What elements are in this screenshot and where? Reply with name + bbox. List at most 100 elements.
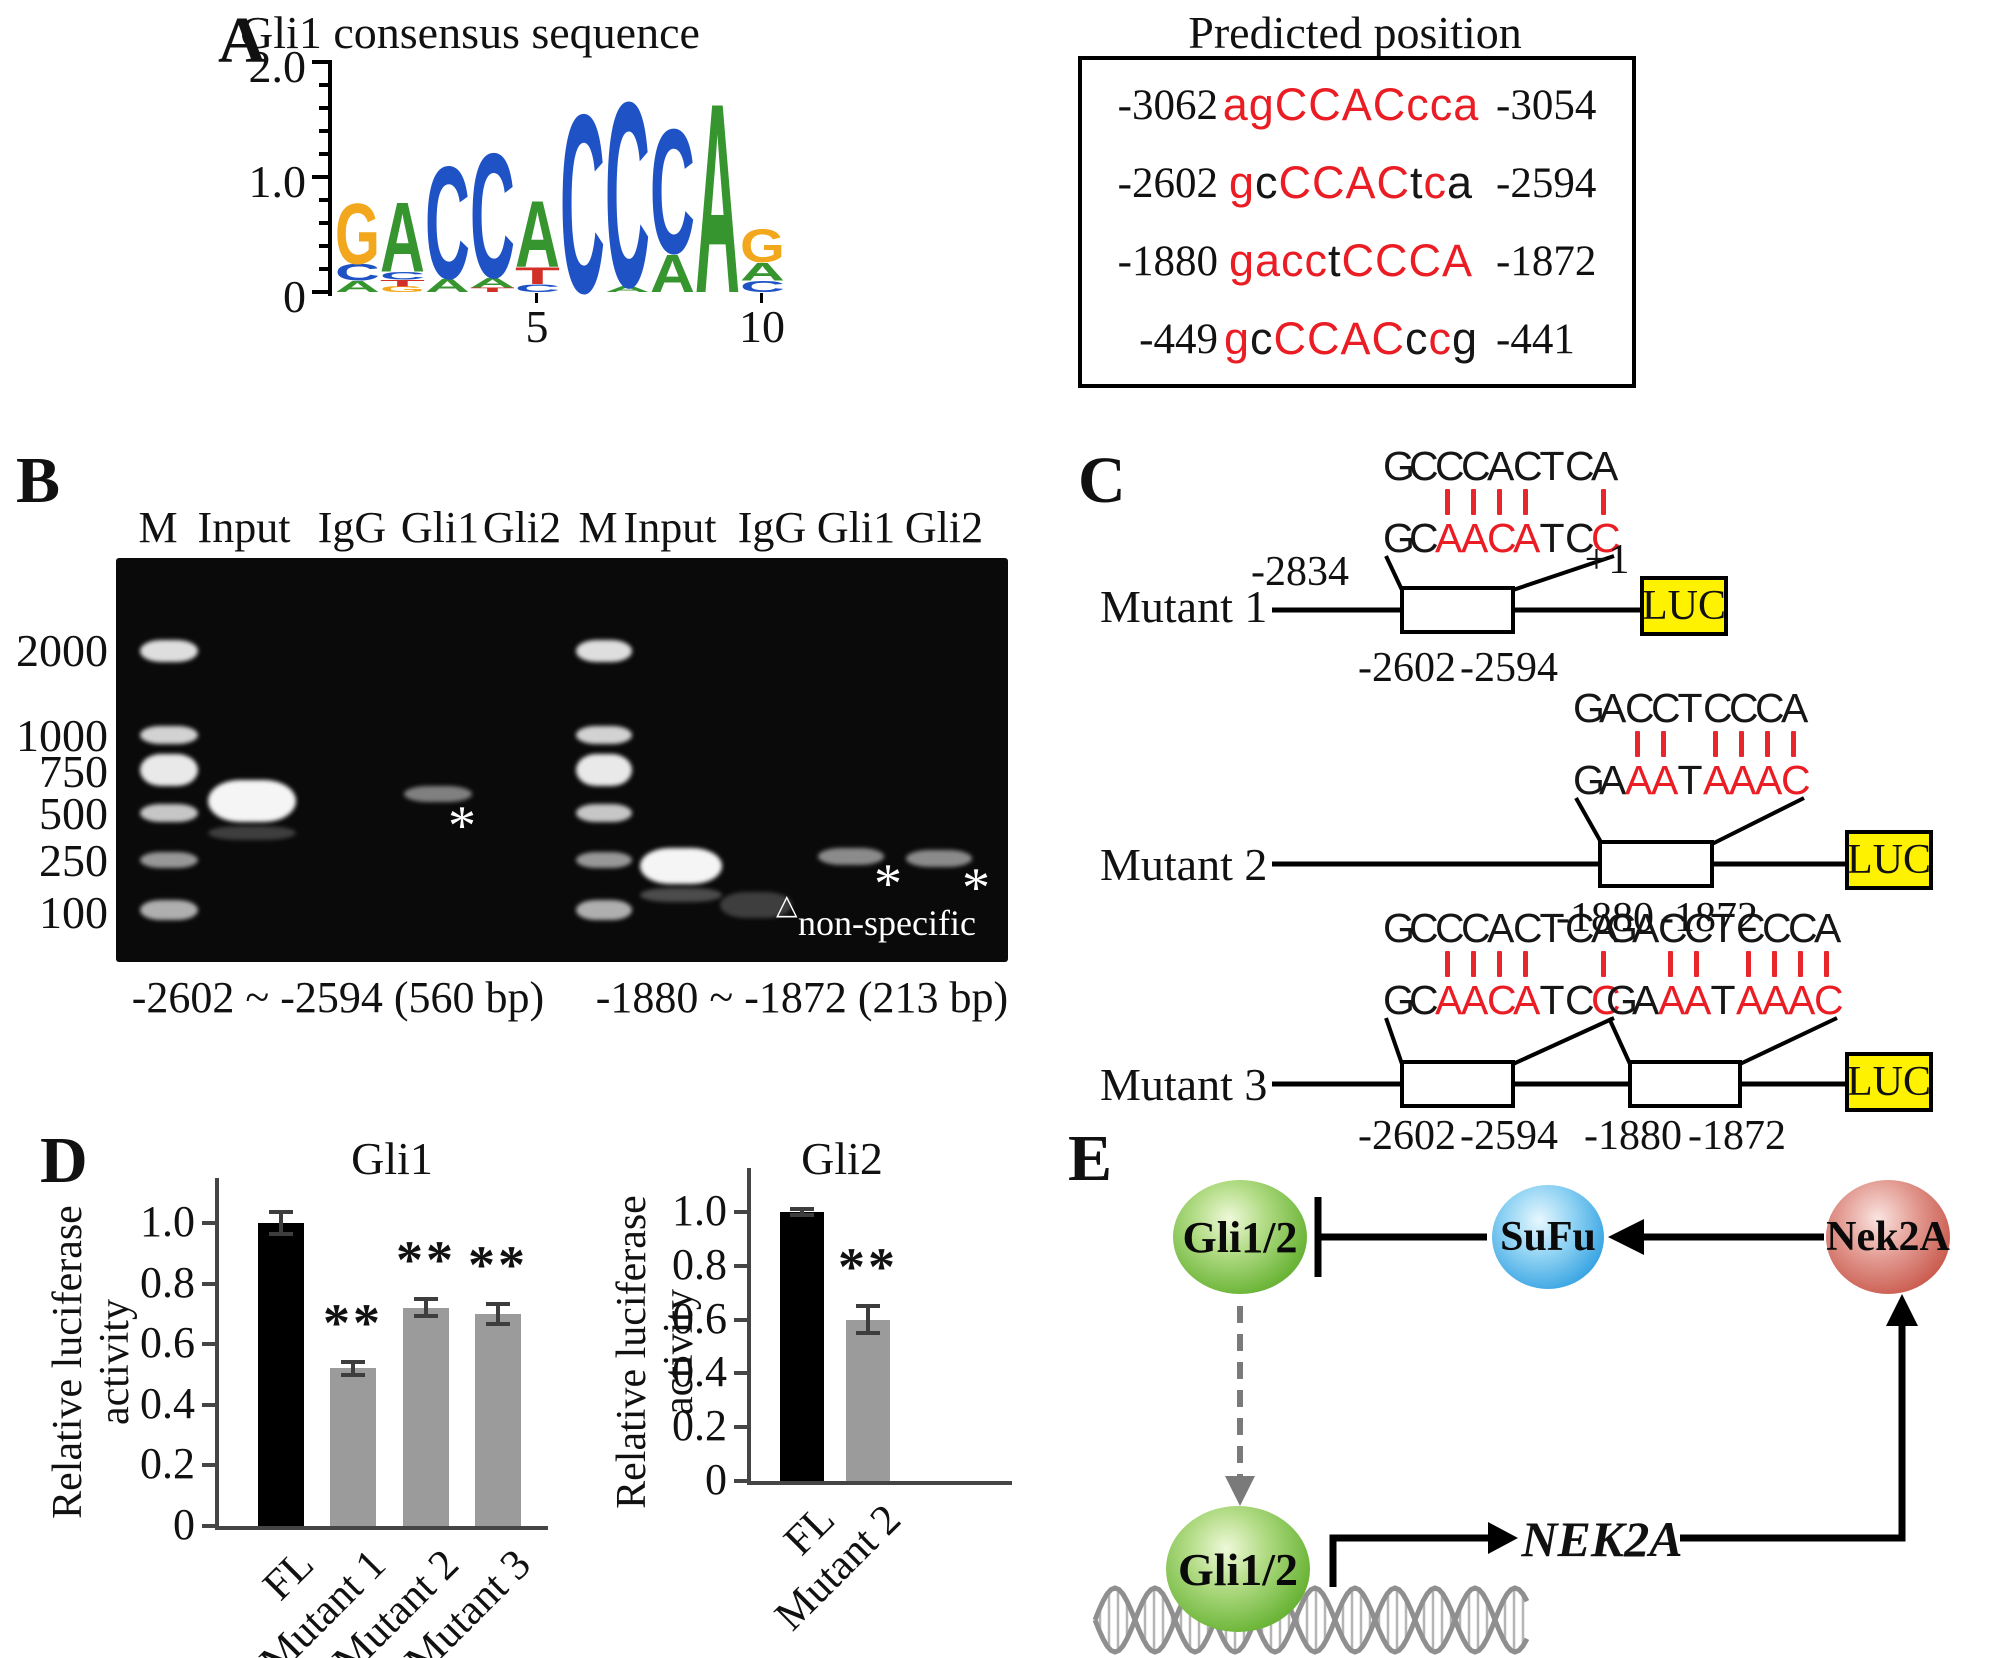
mismatch-tick — [1625, 730, 1651, 758]
gel-band — [576, 640, 632, 662]
predicted-sequence-segment: c — [1423, 157, 1448, 208]
site-box-m3b — [1628, 1060, 1742, 1108]
sequence-char: C — [1703, 685, 1733, 731]
match-gap — [1409, 950, 1435, 978]
match-gap — [1632, 950, 1658, 978]
sequence-char: C — [1487, 977, 1517, 1023]
gel-band — [576, 754, 632, 786]
error-bar-cap — [856, 1304, 880, 1309]
mismatch-tick — [1736, 950, 1762, 978]
sequence-char: A — [1487, 905, 1515, 951]
error-bar-whisker — [279, 1212, 283, 1234]
predicted-sequence-segment: t — [1410, 157, 1424, 208]
bar — [780, 1212, 824, 1481]
sequence-char: C — [1658, 905, 1688, 951]
predicted-sequence-segment: agCCACcca — [1222, 79, 1480, 130]
mismatch-tick — [1461, 950, 1487, 978]
x-axis-line — [747, 1481, 1012, 1485]
funnel-left-m2 — [1574, 797, 1604, 845]
error-bar-whisker — [351, 1362, 355, 1375]
predicted-sequence-segment: t — [1328, 235, 1342, 286]
sequence-char: G — [1383, 977, 1415, 1023]
predicted-row: -1880 gacctCCCA -1872 — [1096, 235, 1618, 287]
funnel-left-m3b — [1607, 1017, 1632, 1065]
logo-axis-tick — [319, 152, 328, 156]
sequence-char: G — [1383, 515, 1415, 561]
significance-label: ** — [838, 1237, 898, 1298]
triangle-marker: △ — [776, 890, 798, 921]
logo-axis-tick — [319, 244, 328, 248]
gel-band — [208, 826, 296, 840]
predicted-end-coord: -2594 — [1496, 159, 1597, 207]
y-axis-tick-label: 0.8 — [140, 1257, 195, 1307]
logo-letter: A — [740, 258, 785, 286]
sequence-char: C — [1625, 685, 1655, 731]
error-bar-cap — [486, 1301, 510, 1306]
sequence-char: C — [1565, 515, 1595, 561]
predicted-sequence: gacctCCCA — [1218, 235, 1484, 287]
bar — [475, 1313, 521, 1526]
mismatch-tick — [1513, 488, 1539, 516]
sequence-char: A — [1487, 443, 1515, 489]
predicted-title: Predicted position — [1188, 7, 1522, 58]
logo-letter: A — [515, 182, 560, 288]
error-bar-cap — [790, 1206, 814, 1211]
mismatch-tick — [1435, 950, 1461, 978]
match-gap — [1565, 950, 1591, 978]
predicted-sequence-segment: g — [1223, 313, 1250, 364]
predicted-sequence-segment: a — [1447, 157, 1474, 208]
panel-e-label: E — [1068, 1122, 1113, 1195]
construct-diagram-lines — [1272, 554, 1845, 1108]
y-axis-tick — [734, 1371, 747, 1376]
sequence-char: G — [1383, 905, 1415, 951]
sequence-char: T — [1539, 443, 1565, 489]
lane-label-input-2: Input — [623, 503, 717, 552]
sequence-char: C — [1684, 905, 1714, 951]
sequence-char: T — [1539, 515, 1565, 561]
logo-letter: A — [470, 275, 515, 291]
y-axis-tick — [202, 1402, 215, 1407]
funnel-right-m3b — [1739, 1016, 1838, 1066]
y-axis-tick-label: 1.0 — [672, 1186, 727, 1235]
logo-letter: A — [335, 278, 380, 296]
mismatch-tick — [1762, 950, 1788, 978]
nek2a-node: Nek2A — [1826, 1180, 1950, 1294]
sequence-char: C — [1565, 905, 1595, 951]
gel-band — [720, 892, 792, 918]
y-axis-tick-label: 0.2 — [672, 1401, 727, 1451]
lane-label-gli1-1: Gli1 — [400, 503, 480, 552]
logo-axis-tick — [312, 290, 328, 294]
feedback-arrowhead — [1886, 1294, 1918, 1326]
sequence-char: A — [1703, 757, 1731, 803]
gel-band — [140, 900, 198, 920]
error-bar-cap — [790, 1213, 814, 1218]
mutant-3-label: Mutant 3 — [1100, 1059, 1268, 1110]
sequence-char: A — [1435, 515, 1463, 561]
sequence-char: C — [1736, 905, 1766, 951]
error-bar-cap — [414, 1314, 438, 1319]
logo-xtick-5: 5 — [525, 301, 549, 352]
y-axis-tick — [734, 1263, 747, 1268]
logo-letter: C — [740, 278, 785, 296]
mismatch-tick — [1658, 950, 1684, 978]
asterisk-gli1-right: * — [874, 853, 902, 915]
logo-axis-tick — [312, 60, 328, 64]
sufu-label: SuFu — [1500, 1214, 1596, 1260]
lane-label-gli2-1: Gli2 — [482, 503, 562, 552]
logo-letter: A — [425, 275, 470, 296]
mismatch-tick — [1788, 950, 1814, 978]
funnel-right-m3a — [1512, 1016, 1615, 1066]
logo-letter: C — [515, 282, 560, 294]
sequence-char: A — [1461, 977, 1489, 1023]
y-axis-tick-label: 0.8 — [672, 1239, 727, 1289]
y-axis-tick-label: 0.6 — [672, 1293, 727, 1343]
logo-letter: C — [560, 61, 605, 347]
funnel-right-m1 — [1512, 554, 1615, 592]
logo-axis-tick — [319, 106, 328, 110]
sequence-char: A — [1755, 757, 1783, 803]
y-axis-tick-label: 0.4 — [140, 1378, 195, 1428]
logo-letter: C — [470, 116, 515, 315]
